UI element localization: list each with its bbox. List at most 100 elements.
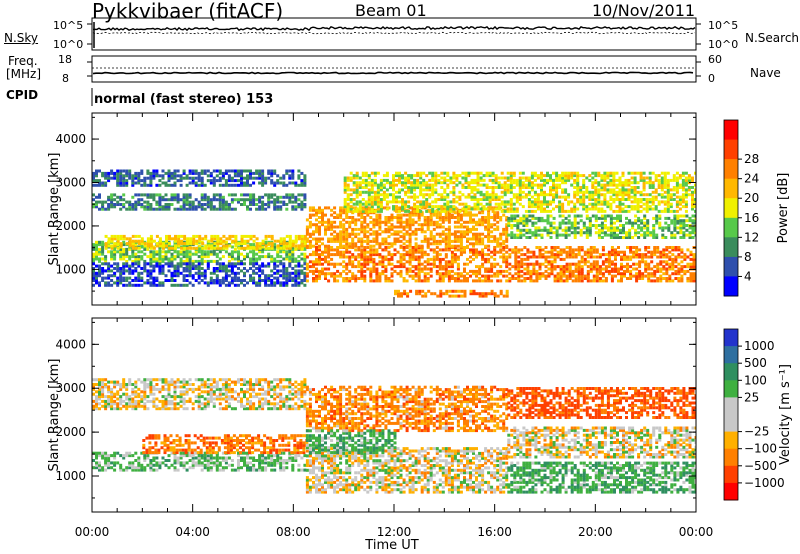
- nave-tick-bottom: 0: [708, 72, 715, 85]
- data-band-0: [92, 169, 307, 187]
- heatmap-cells: [92, 169, 696, 298]
- x-tick-label: 20:00: [578, 525, 613, 539]
- nave-label: Nave: [750, 66, 781, 80]
- colorbar-label: Power [dB]: [776, 173, 791, 244]
- date-title: 10/Nov/2011: [592, 1, 696, 20]
- data-band-8: [507, 214, 696, 239]
- freq-strip-frame: [91, 55, 697, 83]
- colorbar-tick-label: −25: [744, 425, 769, 439]
- colorbar-tick-label: 500: [744, 356, 767, 370]
- colorbar-tick-label: 8: [744, 250, 752, 264]
- y-axis-label: Slant Range [km]: [47, 153, 62, 266]
- data-band-8: [507, 387, 696, 419]
- freq-tick-bottom: 8: [62, 72, 69, 85]
- data-band-3: [92, 262, 307, 287]
- y-axis-label: Slant Range [km]: [47, 359, 62, 472]
- x-tick-label: 00:00: [679, 525, 714, 539]
- nsearch-tick-top: 10^5: [708, 19, 739, 32]
- freq-label-line2: [MHz]: [6, 67, 42, 81]
- heatmap-cells: [92, 378, 696, 494]
- colorbar-segment: [724, 329, 738, 347]
- y-tick-label: 2000: [55, 425, 86, 439]
- colorbar-tick-label: −500: [744, 459, 777, 473]
- colorbar-tick-label: 28: [744, 152, 759, 166]
- nsky-trace: [92, 25, 696, 32]
- colorbar-segment: [724, 276, 738, 297]
- x-tick-label: 12:00: [377, 525, 412, 539]
- colorbar-segment: [724, 346, 738, 364]
- beam-title: Beam 01: [355, 1, 427, 20]
- cpid-label: CPID: [6, 88, 39, 102]
- colorbar-label: Velocity [m s⁻¹]: [778, 364, 793, 465]
- data-band-5: [305, 246, 696, 283]
- colorbar-segment: [724, 431, 738, 450]
- cpid-value: normal (fast stereo) 153: [94, 92, 274, 107]
- y-tick-label: 3000: [55, 176, 86, 190]
- power-panel: [92, 169, 696, 298]
- data-band-4: [305, 385, 509, 433]
- colorbar-segment: [724, 237, 738, 258]
- data-band-7: [343, 171, 696, 213]
- colorbar-tick-label: 12: [744, 230, 759, 244]
- colorbar-frame: [723, 119, 739, 297]
- colorbar-segment: [724, 198, 738, 219]
- colorbar-segment: [724, 414, 738, 433]
- colorbar-segment: [724, 120, 738, 141]
- colorbar-segment: [724, 256, 738, 277]
- colorbar-tick-label: 24: [744, 172, 759, 186]
- x-axis-label: Time UT: [364, 538, 418, 553]
- colorbar-segment: [724, 397, 738, 415]
- y-tick-label: 1000: [55, 469, 86, 483]
- colorbar-tick-label: 1000: [744, 339, 775, 353]
- y-tick-label: 4000: [55, 132, 86, 146]
- data-band-0: [92, 378, 307, 411]
- y-tick-label: 3000: [55, 381, 86, 395]
- colorbar-segment: [724, 380, 738, 398]
- colorbar-segment: [724, 363, 738, 381]
- nsky-strip-frame: [91, 17, 697, 51]
- nsearch-label: N.Search: [745, 31, 800, 45]
- velocity-colorbar: 1000 500 100 25 −25 −100 −500 −1000 Velocity [m …: [723, 328, 793, 501]
- nsky-tick-top: 10^5: [53, 19, 84, 32]
- colorbar-segment: [724, 217, 738, 238]
- x-tick-label: 08:00: [276, 525, 311, 539]
- y-tick-label: 2000: [55, 219, 86, 233]
- x-tick-label: 16:00: [477, 525, 512, 539]
- colorbar-segment: [724, 482, 738, 501]
- power-colorbar: 4 8 12 16 20 24 28 Power [dB]: [723, 119, 791, 297]
- nsearch-tick-bottom: 10^0: [708, 38, 739, 51]
- colorbar-segment: [724, 465, 738, 484]
- freq-tick-top: 18: [58, 53, 72, 66]
- freq-label-line1: Freq.: [8, 54, 38, 68]
- colorbar-segment: [724, 448, 738, 467]
- y-tick-label: 1000: [55, 262, 86, 276]
- colorbar-tick-label: −1000: [744, 476, 785, 490]
- colorbar-segment: [724, 159, 738, 180]
- colorbar-tick-label: 100: [744, 373, 767, 387]
- nsky-tick-bottom: 10^0: [53, 38, 84, 51]
- colorbar-segment: [724, 178, 738, 199]
- data-band-3: [305, 447, 509, 494]
- data-band-1: [92, 193, 307, 211]
- velocity-panel: [92, 378, 696, 494]
- colorbar-tick-label: 4: [744, 269, 752, 283]
- nave-tick-top: 60: [708, 53, 722, 66]
- data-band-6: [507, 461, 696, 494]
- x-tick-label: 04:00: [175, 525, 210, 539]
- y-tick-label: 4000: [55, 337, 86, 351]
- data-band-5: [305, 429, 397, 455]
- data-band-4: [104, 234, 307, 250]
- colorbar-segment: [724, 139, 738, 160]
- colorbar-tick-label: −100: [744, 442, 777, 456]
- colorbar-tick-label: 20: [744, 191, 759, 205]
- data-band-1: [92, 451, 307, 472]
- data-band-2: [142, 434, 309, 455]
- colorbar-tick-label: 16: [744, 211, 759, 225]
- data-band-9: [394, 289, 509, 298]
- data-band-2: [92, 240, 307, 263]
- x-tick-label: 00:00: [75, 525, 110, 539]
- nsky-label: N.Sky: [4, 31, 39, 45]
- colorbar-frame: [723, 328, 739, 501]
